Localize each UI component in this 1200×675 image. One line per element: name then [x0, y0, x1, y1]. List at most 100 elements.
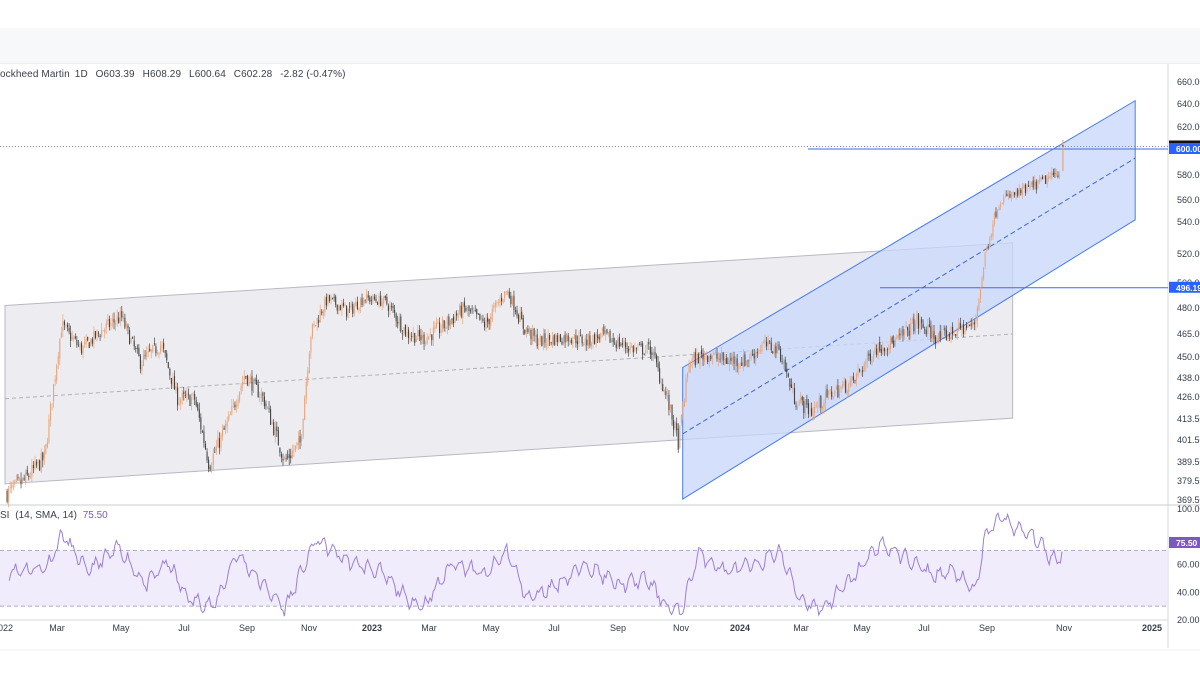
rsi-line[interactable]	[8, 512, 1063, 617]
candle-body	[680, 414, 682, 424]
candle-body	[882, 347, 884, 354]
level-600-tag-bg	[1169, 143, 1200, 154]
candle-body	[12, 485, 14, 488]
legend-symbol[interactable]: ockheed Martin	[0, 69, 70, 80]
candle-body	[719, 358, 721, 360]
candle-body	[159, 345, 162, 352]
candle-body	[150, 349, 152, 353]
candle-body	[359, 299, 362, 308]
candle-body	[586, 339, 588, 346]
candle-body	[466, 307, 468, 311]
rsi-value-tag[interactable]: 75.50	[1169, 536, 1200, 548]
candle-body	[277, 430, 279, 446]
candle-body	[270, 409, 272, 425]
rsi-tick-label: 20.00	[1177, 615, 1200, 625]
candle-body	[704, 354, 706, 362]
candle-body	[990, 234, 992, 237]
candle-body	[727, 362, 729, 364]
candle-body	[166, 353, 168, 361]
candle-body	[25, 472, 27, 483]
candle-body	[1020, 189, 1022, 194]
candle-body	[745, 360, 747, 365]
rising-channel-median[interactable]	[682, 157, 1136, 435]
candle-body	[823, 402, 825, 409]
candle-body	[879, 341, 881, 351]
candle-body	[121, 311, 123, 318]
candle-body	[322, 310, 324, 316]
candle-body	[995, 211, 997, 218]
candle-body	[711, 356, 713, 359]
candle-body	[770, 342, 772, 350]
candle-body	[941, 331, 943, 339]
candle-body	[623, 340, 625, 346]
candle-body	[820, 396, 822, 408]
candle-body	[1012, 191, 1014, 196]
candle-body	[488, 319, 490, 325]
legend-close: C602.28	[233, 69, 273, 80]
candle-body	[111, 319, 114, 321]
rising-channel[interactable]	[682, 99, 1136, 500]
candle-body	[88, 342, 90, 349]
candle-body	[239, 391, 241, 401]
candle-body	[614, 342, 616, 344]
candle-body	[1000, 204, 1002, 207]
candle-body	[260, 393, 262, 399]
candle-body	[981, 277, 983, 288]
candle-body	[530, 330, 532, 340]
level-496-tag[interactable]: 496.19	[1169, 281, 1200, 293]
candle-body	[790, 384, 792, 388]
candle-body	[262, 392, 264, 396]
candle-body	[349, 306, 351, 308]
candle-body	[527, 328, 529, 332]
candle-body	[600, 333, 602, 339]
candle-body	[674, 422, 676, 429]
candle-body	[714, 352, 716, 354]
candle-body	[930, 325, 932, 339]
candle-body	[192, 393, 194, 396]
candle-body	[1017, 189, 1019, 196]
last-candle-body[interactable]	[1062, 145, 1064, 147]
candle-body	[136, 347, 138, 349]
rsi-pane: 100.00 60.00 40.00 20.00	[0, 504, 1200, 625]
candle-body	[90, 339, 92, 347]
candle-body	[141, 364, 143, 371]
candle-body	[1043, 176, 1045, 179]
candle-body	[883, 347, 885, 352]
price-tick-label: 438.00	[1177, 373, 1200, 383]
candle-body	[195, 400, 197, 406]
candle-body	[848, 384, 850, 393]
level-600-tag[interactable]: 600.00	[1169, 143, 1200, 154]
candle-body	[566, 334, 568, 342]
candle-body	[931, 330, 933, 338]
candle-body	[814, 406, 816, 414]
candle-body	[1058, 175, 1061, 177]
candle-body	[877, 343, 879, 356]
candle-body	[809, 409, 811, 413]
candle-body	[76, 339, 78, 345]
candle-body	[118, 317, 120, 323]
candle-body	[440, 329, 442, 333]
candle-body	[57, 356, 59, 364]
candle-body	[220, 434, 222, 448]
rsi-params: (14, SMA, 14)	[15, 510, 77, 521]
candle-body	[646, 343, 648, 350]
candles	[6, 167, 1061, 508]
time-tick-label: Nov	[673, 623, 690, 633]
rsi-name[interactable]: SI	[0, 510, 10, 521]
candle-body	[68, 327, 70, 332]
price-tick-label: 620.00	[1177, 122, 1200, 132]
candle-body	[417, 330, 419, 337]
candle-body	[849, 379, 851, 385]
candle-body	[845, 380, 847, 393]
candle-body	[177, 387, 179, 406]
candle-body	[232, 403, 234, 404]
candle-body	[291, 451, 293, 458]
candle-body	[679, 425, 681, 448]
time-tick-label: 2025	[1142, 623, 1162, 633]
candle-body	[353, 305, 355, 314]
candle-body	[22, 477, 24, 482]
candle-body	[821, 407, 823, 409]
candle-body	[837, 385, 839, 397]
candle-body	[660, 381, 662, 385]
